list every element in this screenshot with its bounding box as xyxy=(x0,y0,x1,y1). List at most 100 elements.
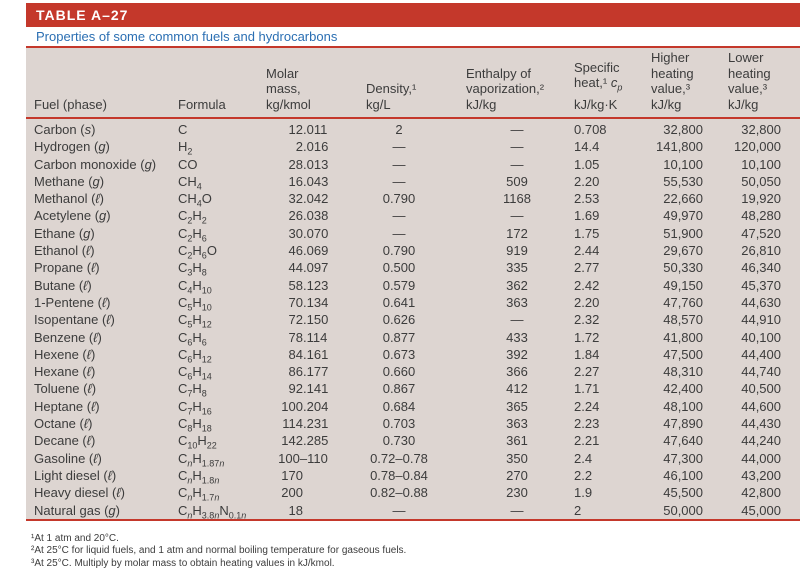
cell-density: 0.72–0.78 xyxy=(370,450,428,466)
cell-specific_heat: 2.24 xyxy=(574,398,600,414)
cell-fuel: Carbon monoxide (g) xyxy=(34,156,157,172)
cell-specific_heat: 1.9 xyxy=(574,485,593,501)
cell-density: 0.673 xyxy=(382,346,416,362)
cell-fuel: Ethanol (ℓ) xyxy=(34,243,95,259)
cell-lhv: 50,050 xyxy=(741,173,781,189)
cell-molar_mass: 78 xyxy=(288,329,303,345)
cell-molar_mass: 170 xyxy=(281,467,303,483)
cell-molar_mass: .097 xyxy=(303,260,329,276)
cell-enthalpy_vap: 1168 xyxy=(503,191,531,207)
cell-hhv: 48,100 xyxy=(663,398,703,414)
cell-molar_mass: .285 xyxy=(303,433,329,449)
cell-density: — xyxy=(392,225,406,241)
cell-fuel: Light diesel (ℓ) xyxy=(34,467,117,483)
cell-density: 0.730 xyxy=(382,433,416,449)
cell-enthalpy_vap: 433 xyxy=(506,329,528,345)
cell-formula: C5H12 xyxy=(178,312,212,330)
cell-specific_heat: 2.53 xyxy=(574,191,600,207)
table-title-bar: TABLE A–27 xyxy=(26,3,800,27)
table-row: Isopentane (ℓ) C5H12 72.150 0.626 — 2.32 48,57… xyxy=(26,311,800,330)
table-title: TABLE A–27 xyxy=(36,7,129,23)
cell-fuel: Acetylene (g) xyxy=(34,208,111,224)
cell-hhv: 48,310 xyxy=(663,364,703,380)
cell-specific_heat: 2.20 xyxy=(574,294,600,310)
table-row: Propane (ℓ) C3H8 44.097 0.500 335 2.77 50,330 4… xyxy=(26,259,800,278)
cell-lhv: 44,240 xyxy=(741,433,781,449)
cell-formula: C xyxy=(178,122,188,137)
cell-molar_mass: .069 xyxy=(303,243,329,259)
cell-molar_mass: .013 xyxy=(303,156,329,172)
cell-lhv: 40,500 xyxy=(741,381,781,397)
cell-formula: CH4 xyxy=(178,173,202,192)
cell-enthalpy_vap: 509 xyxy=(506,173,528,189)
cell-lhv: 42,800 xyxy=(741,485,781,501)
cell-molar_mass: 114 xyxy=(282,416,303,432)
cell-enthalpy_vap: 363 xyxy=(506,294,528,310)
cell-lhv: 44,600 xyxy=(741,398,781,414)
cell-enthalpy_vap: 919 xyxy=(506,243,528,259)
cell-lhv: 48,280 xyxy=(741,208,781,224)
cell-molar_mass: 44 xyxy=(288,260,303,276)
cell-enthalpy_vap: — xyxy=(510,139,524,155)
cell-molar_mass: 72 xyxy=(288,312,303,328)
table-row: Toluene (ℓ) C7H8 92.141 0.867 412 1.71 42,400 4… xyxy=(26,380,800,399)
cell-formula: C7H16 xyxy=(178,398,212,417)
cell-formula: C6H14 xyxy=(178,364,212,382)
cell-density: 0.867 xyxy=(382,381,416,397)
column-header-lhv: Lower heating value,³ kJ/kg xyxy=(728,50,771,112)
table-row: Ethanol (ℓ) C2H6O 46.069 0.790 919 2.44 29,670… xyxy=(26,242,800,261)
cell-fuel: Octane (ℓ) xyxy=(34,416,93,432)
cell-hhv: 47,890 xyxy=(663,416,703,432)
cell-molar_mass: 2 xyxy=(295,139,303,155)
table-body: Carbon (s) C 12.011 2—0.708 32,800 32,800 Hydr… xyxy=(26,119,800,521)
table-subtitle-band: Properties of some common fuels and hydr… xyxy=(26,27,800,48)
cell-molar_mass: .141 xyxy=(303,381,329,397)
table-row: Butane (ℓ) C4H10 58.123 0.579 362 2.42 49,150 4… xyxy=(26,277,800,296)
cell-molar_mass: 92 xyxy=(288,381,303,397)
cell-lhv: 44,000 xyxy=(741,450,781,466)
cell-specific_heat: 1.71 xyxy=(574,381,600,397)
cell-hhv: 46,100 xyxy=(663,467,703,483)
cell-molar_mass: .011 xyxy=(303,122,328,137)
table-row: Octane (ℓ) C8H18 114.231 0.703 363 2.23 47,890… xyxy=(26,415,800,434)
column-header-molar_mass: Molar mass, kg/kmol xyxy=(266,65,311,112)
cell-molar_mass: 26 xyxy=(288,208,303,224)
table-row: Natural gas (g) CnH3.8nN0.1n 18 — — 2 50,000 45… xyxy=(26,502,800,521)
cell-molar_mass: 100–110 xyxy=(278,450,328,466)
cell-molar_mass: 100 xyxy=(281,398,303,414)
cell-fuel: Hexane (ℓ) xyxy=(34,364,96,380)
cell-molar_mass: .204 xyxy=(303,398,329,414)
cell-fuel: Hexene (ℓ) xyxy=(34,346,96,362)
cell-density: 0.82–0.88 xyxy=(370,485,428,501)
cell-specific_heat: 2.42 xyxy=(574,277,600,293)
cell-lhv: 44,400 xyxy=(741,346,781,362)
cell-molar_mass: 200 xyxy=(281,485,303,501)
cell-hhv: 51,900 xyxy=(663,225,703,241)
cell-formula: CO xyxy=(178,156,198,172)
cell-enthalpy_vap: 172 xyxy=(506,225,528,241)
cell-hhv: 47,760 xyxy=(663,294,703,310)
cell-specific_heat: 2.32 xyxy=(574,312,600,328)
cell-lhv: 44,910 xyxy=(741,312,781,328)
table-row: Heavy diesel (ℓ) CnH1.7n 200 0.82–0.88 230 1.… xyxy=(26,484,800,503)
cell-lhv: 45,370 xyxy=(741,277,781,293)
cell-density: 0.660 xyxy=(382,364,416,380)
cell-hhv: 55,530 xyxy=(663,173,703,189)
cell-fuel: 1-Pentene (ℓ) xyxy=(34,294,111,310)
table-row: Hydrogen (g) H2 2.016 — — 14.4 141,800 120,000 xyxy=(26,138,800,157)
cell-fuel: Natural gas (g) xyxy=(34,502,120,518)
cell-molar_mass: 70 xyxy=(288,294,303,310)
cell-hhv: 48,570 xyxy=(663,312,703,328)
cell-fuel: Ethane (g) xyxy=(34,225,95,241)
column-header-hhv: Higher heating value,³ kJ/kg xyxy=(651,50,694,112)
cell-molar_mass: 16 xyxy=(288,173,303,189)
cell-enthalpy_vap: — xyxy=(510,502,524,518)
cell-formula: C3H8 xyxy=(178,260,207,278)
cell-lhv: 40,100 xyxy=(741,329,781,345)
cell-hhv: 10,100 xyxy=(663,156,703,172)
table-row: Carbon monoxide (g) CO 28.013 — — 1.05 10,100 1… xyxy=(26,156,800,173)
cell-density: — xyxy=(392,173,406,189)
cell-formula: CH4O xyxy=(178,191,212,209)
table-row: Hexene (ℓ) C6H12 84.161 0.673 392 1.84 47,500 4… xyxy=(26,346,800,365)
cell-fuel: Decane (ℓ) xyxy=(34,433,96,449)
